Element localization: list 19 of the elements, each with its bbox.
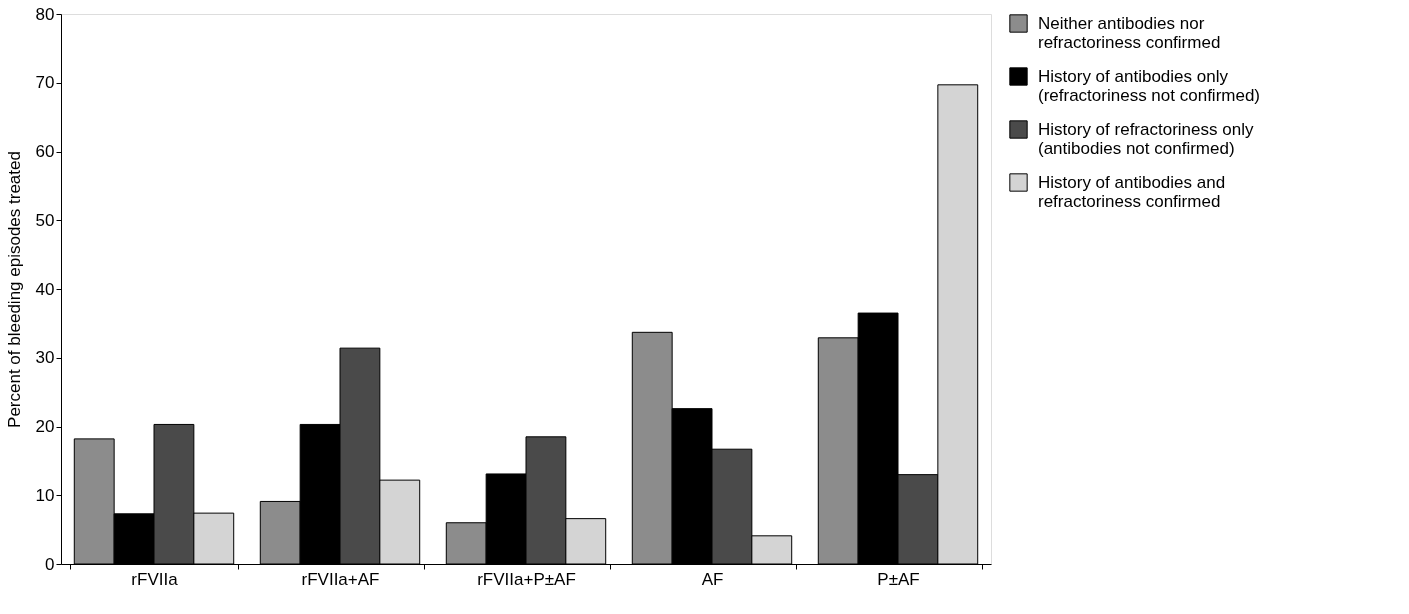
y-tick-label: 60 [35, 142, 55, 161]
y-tick-label: 20 [35, 417, 55, 436]
x-tick-label: rFVIIa [131, 569, 179, 589]
y-tick-label: 80 [35, 4, 55, 24]
legend-label: History of antibodies and refractoriness confirmed [1038, 172, 1226, 211]
y-tick-label: 70 [35, 73, 55, 93]
x-tick-label: P±AF [877, 569, 920, 589]
legend-label: History of antibodies only (refractoriness not confirmed) [1038, 66, 1261, 105]
legend-label: Neither antibodies nor refractoriness confirmed [1038, 13, 1221, 52]
legend-label: History of refractoriness only (antibodies not confirmed) [1038, 119, 1254, 158]
y-tick-label: 40 [35, 279, 55, 299]
y-axis-title: Percent of bleeding episodes treated [4, 151, 24, 428]
x-tick-label: rFVIIa+P±AF [477, 569, 576, 589]
x-tick-label: rFVIIa+AF [301, 569, 380, 589]
y-tick-label: 30 [35, 348, 55, 368]
x-tick-label: AF [701, 569, 724, 589]
y-tick-label: 50 [35, 210, 55, 230]
y-tick-label: 0 [45, 554, 55, 574]
y-tick-label: 10 [35, 485, 55, 505]
